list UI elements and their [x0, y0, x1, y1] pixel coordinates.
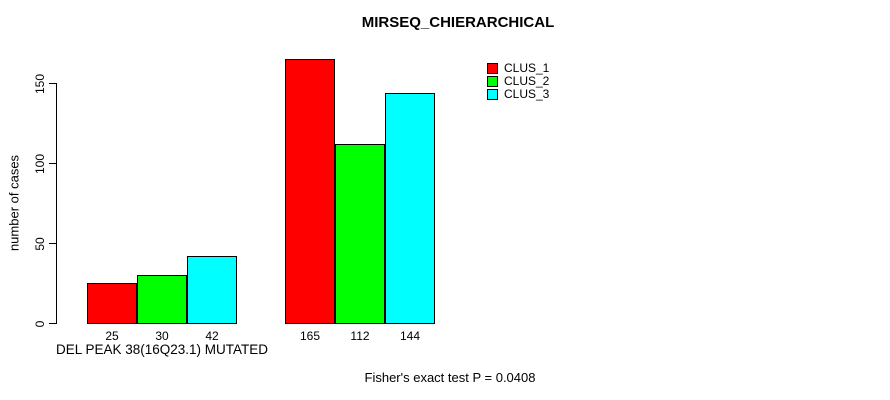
y-axis-tick [49, 83, 56, 84]
bar-clus_2-group1 [137, 275, 187, 324]
chart-title: MIRSEQ_CHIERARCHICAL [361, 14, 555, 31]
legend-label: CLUS_1 [504, 61, 550, 75]
legend: CLUS_1 CLUS_2 CLUS_3 [487, 62, 549, 101]
bar-value-label: 165 [299, 329, 321, 343]
bar-value-label: 144 [399, 329, 421, 343]
legend-label: CLUS_2 [504, 74, 550, 88]
y-axis-tick-label: 50 [33, 236, 47, 251]
legend-item-clus_2: CLUS_2 [487, 75, 549, 88]
x-axis-label: DEL PEAK 38(16Q23.1) MUTATED [55, 342, 269, 357]
y-axis-tick [49, 163, 56, 164]
y-axis-tick [49, 243, 56, 244]
legend-swatch-clus_1 [487, 63, 498, 74]
legend-item-clus_3: CLUS_3 [487, 88, 549, 101]
bar-value-label: 42 [205, 329, 219, 343]
annotation-fisher-test: Fisher's exact test P = 0.0408 [364, 370, 536, 385]
legend-item-clus_1: CLUS_1 [487, 62, 549, 75]
bar-clus_3-group1 [187, 256, 237, 324]
bar-value-label: 112 [350, 329, 370, 343]
legend-label: CLUS_3 [504, 87, 550, 101]
legend-swatch-clus_3 [487, 89, 498, 100]
y-axis-tick-label: 150 [33, 73, 47, 94]
legend-swatch-clus_2 [487, 76, 498, 87]
bar-value-label: 30 [155, 329, 169, 343]
bar-clus_2-group2 [335, 144, 385, 324]
bar-clus_1-group1 [87, 283, 137, 324]
y-axis-tick [49, 323, 56, 324]
bar-value-label: 25 [105, 329, 119, 343]
bar-clus_3-group2 [385, 93, 435, 324]
y-axis-tick-label: 100 [33, 153, 47, 174]
bar-clus_1-group2 [285, 59, 335, 324]
y-axis-line [56, 83, 57, 324]
y-axis-title: number of cases [6, 154, 22, 252]
y-axis-tick-label: 0 [33, 320, 47, 327]
